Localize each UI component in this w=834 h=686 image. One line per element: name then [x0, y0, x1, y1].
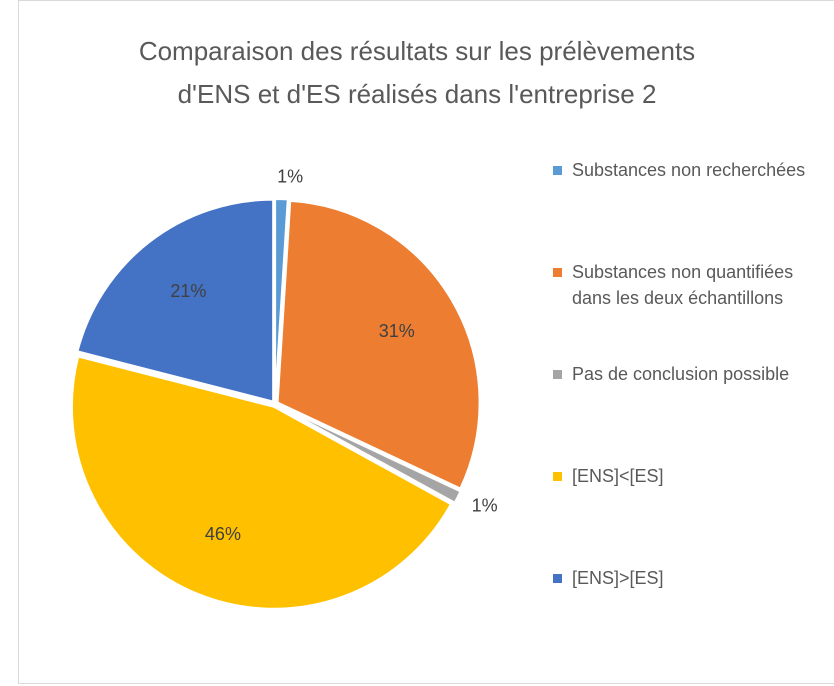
legend-item: Substances non quantifiées dans les deux… — [553, 259, 828, 361]
legend-label: Pas de conclusion possible — [572, 364, 790, 384]
chart-border — [18, 0, 834, 684]
data-label: 46% — [205, 524, 241, 544]
legend-label: [ENS]<[ES] — [572, 466, 664, 486]
legend-swatch — [553, 370, 562, 379]
legend-label: [ENS]>[ES] — [572, 568, 664, 588]
pie-slice — [274, 198, 289, 402]
legend-swatch — [553, 574, 562, 583]
legend-swatch — [553, 472, 562, 481]
legend-item: Pas de conclusion possible — [553, 361, 828, 463]
data-label: 21% — [170, 281, 206, 301]
pie-slice — [276, 199, 481, 490]
data-label: 31% — [379, 321, 415, 341]
pie-slice — [277, 404, 462, 505]
legend-item: Substances non recherchées — [553, 157, 828, 259]
legend-label: Substances non recherchées — [572, 160, 806, 180]
legend-item: [ENS]<[ES] — [553, 463, 828, 565]
data-label: 1% — [277, 167, 303, 187]
legend-item: [ENS]>[ES] — [553, 565, 828, 667]
legend-swatch — [553, 166, 562, 175]
chart-title: Comparaison des résultats sur les prélèv… — [138, 36, 696, 109]
legend-swatch — [553, 268, 562, 277]
pie-slice — [76, 198, 275, 403]
legend: Substances non recherchées Substances non… — [553, 157, 828, 667]
legend-label: Substances non quantifiées dans les deux… — [572, 262, 794, 308]
pie-slice — [70, 355, 453, 610]
data-label: 1% — [472, 495, 498, 515]
